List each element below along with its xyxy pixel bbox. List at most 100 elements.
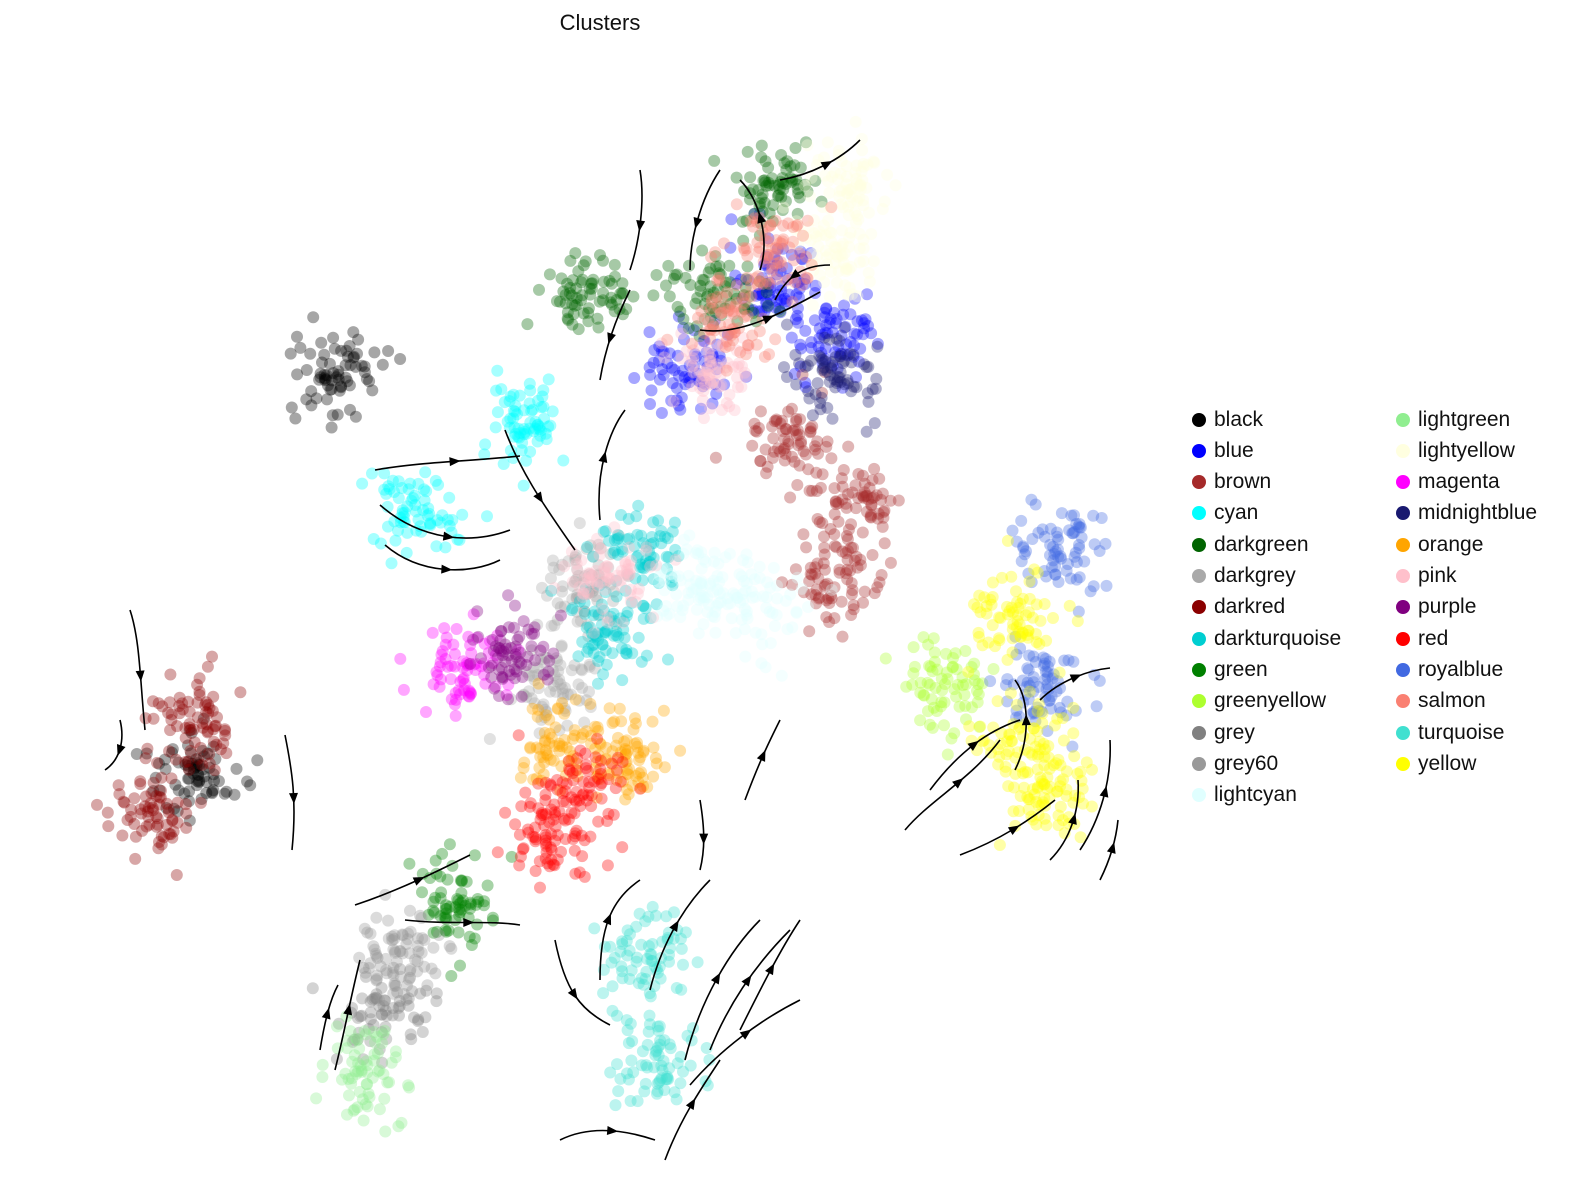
point-lightcyan bbox=[746, 591, 759, 604]
point-darkgreen bbox=[702, 288, 714, 301]
point-darkred bbox=[154, 784, 167, 797]
series-darkred bbox=[91, 650, 247, 881]
point-black bbox=[323, 357, 336, 370]
point-cyan bbox=[481, 510, 493, 523]
point-orange bbox=[518, 756, 531, 769]
point-pink bbox=[727, 360, 740, 373]
point-cyan bbox=[534, 424, 547, 437]
point-magenta bbox=[461, 659, 474, 672]
point-salmon bbox=[723, 339, 736, 352]
point-blue bbox=[759, 295, 772, 308]
point-magenta bbox=[489, 649, 502, 662]
point-grey bbox=[380, 1033, 393, 1045]
point-darkturquoise bbox=[620, 643, 633, 656]
point-darkgreen bbox=[715, 300, 727, 313]
point-lightcyan bbox=[733, 568, 746, 581]
point-red bbox=[589, 751, 602, 764]
point-midnightblue bbox=[803, 392, 816, 405]
point-darkred bbox=[200, 696, 213, 709]
point-blue bbox=[776, 242, 789, 255]
point-red bbox=[551, 829, 564, 842]
point-black bbox=[360, 373, 373, 385]
point-blue bbox=[837, 308, 850, 321]
point-salmon bbox=[801, 214, 814, 227]
point-pink bbox=[735, 380, 748, 393]
point-grey bbox=[332, 1017, 345, 1030]
point-lightcyan bbox=[657, 604, 670, 617]
point-midnightblue bbox=[790, 378, 803, 391]
point-black bbox=[153, 784, 166, 797]
point-darkred bbox=[128, 818, 141, 830]
point-lightcyan bbox=[749, 590, 762, 603]
point-darkgreen bbox=[758, 174, 771, 187]
point-darkgreen bbox=[737, 289, 750, 302]
point-midnightblue bbox=[858, 358, 870, 371]
point-lightcyan bbox=[706, 610, 719, 623]
point-darkgreen bbox=[570, 298, 583, 311]
point-midnightblue bbox=[816, 364, 829, 377]
point-brown bbox=[806, 420, 819, 433]
point-turquoise bbox=[691, 956, 704, 969]
point-magenta bbox=[461, 664, 474, 677]
point-black bbox=[341, 350, 354, 363]
point-darkgrey bbox=[592, 559, 605, 572]
point-blue bbox=[791, 277, 804, 289]
point-cyan bbox=[389, 534, 402, 547]
point-salmon bbox=[730, 279, 743, 292]
point-cyan bbox=[520, 427, 533, 440]
point-blue bbox=[780, 295, 793, 308]
point-orange bbox=[632, 746, 644, 759]
point-black bbox=[220, 785, 233, 798]
point-greenyellow bbox=[940, 647, 952, 660]
point-darkred bbox=[210, 738, 223, 751]
point-darkgrey bbox=[553, 724, 566, 737]
point-lightgreen bbox=[377, 1068, 390, 1081]
point-orange bbox=[530, 772, 543, 785]
point-lightyellow bbox=[818, 169, 831, 182]
point-darkgreen bbox=[791, 183, 804, 195]
point-blue bbox=[858, 322, 871, 335]
streamline-arrow bbox=[321, 1007, 331, 1020]
point-pink bbox=[591, 532, 604, 545]
point-darkgrey bbox=[528, 697, 541, 710]
point-orange bbox=[600, 752, 613, 765]
point-darkred bbox=[139, 790, 152, 803]
point-lightcyan bbox=[671, 600, 684, 613]
point-grey bbox=[370, 974, 383, 987]
point-darkgreen bbox=[586, 277, 599, 290]
point-purple bbox=[537, 640, 550, 653]
point-darkred bbox=[162, 706, 175, 719]
point-midnightblue bbox=[838, 321, 851, 334]
series-grey bbox=[306, 934, 443, 1069]
point-pink bbox=[582, 587, 595, 600]
point-brown bbox=[857, 491, 870, 504]
point-black bbox=[339, 371, 352, 384]
point-magenta bbox=[430, 666, 443, 678]
point-lightgreen bbox=[389, 1051, 402, 1064]
point-black bbox=[191, 775, 204, 787]
point-cyan bbox=[401, 526, 414, 539]
legend-marker bbox=[1192, 506, 1206, 521]
point-darkturquoise bbox=[637, 599, 650, 612]
point-magenta bbox=[450, 623, 463, 635]
point-lightcyan bbox=[714, 596, 727, 609]
point-darkgrey bbox=[551, 675, 564, 688]
legend-item-cyan: cyan bbox=[1192, 498, 1258, 529]
point-darkgreen bbox=[723, 276, 736, 289]
point-darkred bbox=[196, 717, 209, 730]
point-grey bbox=[366, 993, 379, 1006]
point-grey60 bbox=[415, 946, 428, 959]
point-lightyellow bbox=[843, 263, 856, 276]
point-orange bbox=[534, 750, 547, 763]
point-blue bbox=[711, 338, 724, 351]
point-pink bbox=[731, 371, 744, 384]
point-darkgreen bbox=[698, 313, 711, 325]
point-lightcyan bbox=[764, 581, 777, 594]
point-darkgreen bbox=[709, 306, 722, 319]
point-darkgreen bbox=[713, 267, 726, 280]
point-yellow bbox=[1004, 687, 1017, 700]
point-darkgreen bbox=[704, 262, 717, 275]
point-green bbox=[429, 854, 442, 867]
point-blue bbox=[697, 380, 709, 393]
point-orange bbox=[553, 737, 566, 750]
